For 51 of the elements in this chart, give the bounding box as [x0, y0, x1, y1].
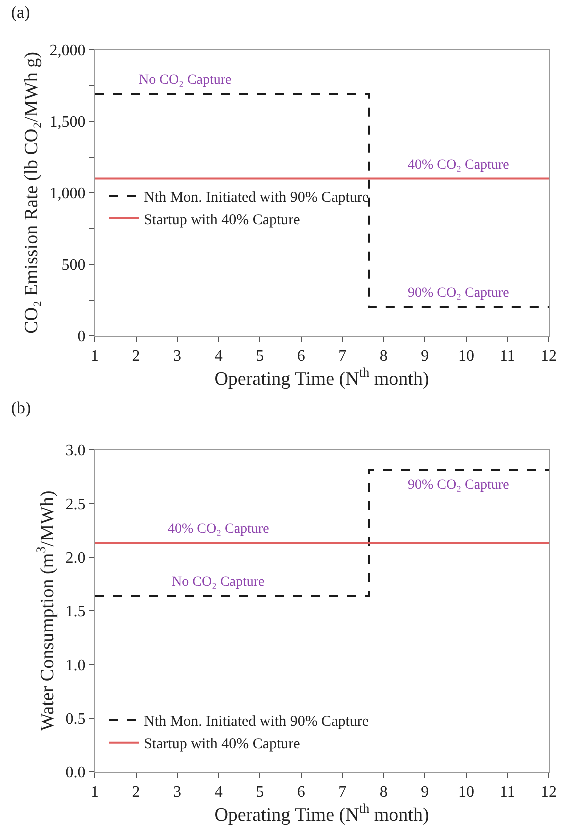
x-tick-label: 2: [132, 348, 140, 366]
y-tick-label: 2.5: [66, 496, 86, 514]
y-tick-label: 0: [78, 328, 86, 346]
x-tick-label: 7: [338, 784, 347, 802]
y-tick-label: 0.5: [66, 710, 86, 728]
annotation: 40% CO₂ Capture: [408, 158, 510, 173]
x-tick-label: 2: [132, 784, 140, 802]
y-axis-title: CO₂ Emission Rate (lb CO₂/MWh g): [22, 52, 43, 334]
x-axis-title: Operating Time (N$^{th}$ month): [214, 365, 430, 390]
x-tick-label: 7: [338, 348, 347, 366]
x-tick-label: 3: [174, 784, 182, 802]
y-tick-label: 500: [62, 257, 86, 274]
x-tick-label: 6: [297, 348, 306, 366]
annotation: No CO₂ Capture: [172, 575, 265, 590]
x-tick-label: 5: [256, 784, 264, 802]
x-tick-label: 10: [458, 348, 474, 366]
x-tick-label: 9: [421, 784, 430, 802]
x-tick-label: 4: [214, 348, 223, 366]
x-tick-label: 11: [500, 348, 516, 366]
y-tick-label: 2.0: [66, 550, 86, 567]
y-tick-label: 2,000: [50, 42, 86, 60]
legend-label: Nth Mon. Initiated with 90% Capture: [144, 714, 370, 730]
annotation: No CO₂ Capture: [139, 73, 232, 88]
annotation: 90% CO₂ Capture: [408, 286, 510, 301]
x-tick-label: 1: [91, 348, 99, 366]
legend-label: Startup with 40% Capture: [144, 736, 301, 753]
x-tick-label: 4: [214, 784, 223, 802]
y-tick-label: 1.5: [66, 604, 86, 621]
x-tick-label: 3: [174, 348, 182, 366]
x-tick-label: 9: [421, 348, 430, 366]
chart-title: (b): [11, 398, 32, 418]
chart-title: (a): [11, 2, 30, 22]
x-tick-label: 8: [380, 348, 388, 366]
x-tick-label: 6: [297, 784, 306, 802]
x-tick-label: 11: [500, 784, 516, 802]
x-axis-title: Operating Time (N$^{th}$ month): [214, 801, 430, 826]
x-tick-label: 10: [458, 784, 474, 802]
y-tick-label: 1,000: [50, 186, 86, 203]
annotation: 40% CO₂ Capture: [168, 522, 270, 537]
annotation: 90% CO₂ Capture: [408, 478, 510, 493]
x-tick-label: 5: [256, 348, 264, 366]
legend-label: Startup with 40% Capture: [144, 212, 301, 228]
y-tick-label: 1,500: [50, 114, 86, 132]
y-tick-label: 0.0: [66, 764, 86, 782]
x-tick-label: 8: [380, 784, 388, 802]
x-tick-label: 12: [541, 784, 557, 802]
x-tick-label: 12: [541, 348, 557, 366]
legend-label: Nth Mon. Initiated with 90% Capture: [144, 190, 370, 206]
x-tick-label: 1: [91, 784, 99, 802]
y-tick-label: 3.0: [66, 442, 86, 460]
y-tick-label: 1.0: [66, 657, 86, 674]
